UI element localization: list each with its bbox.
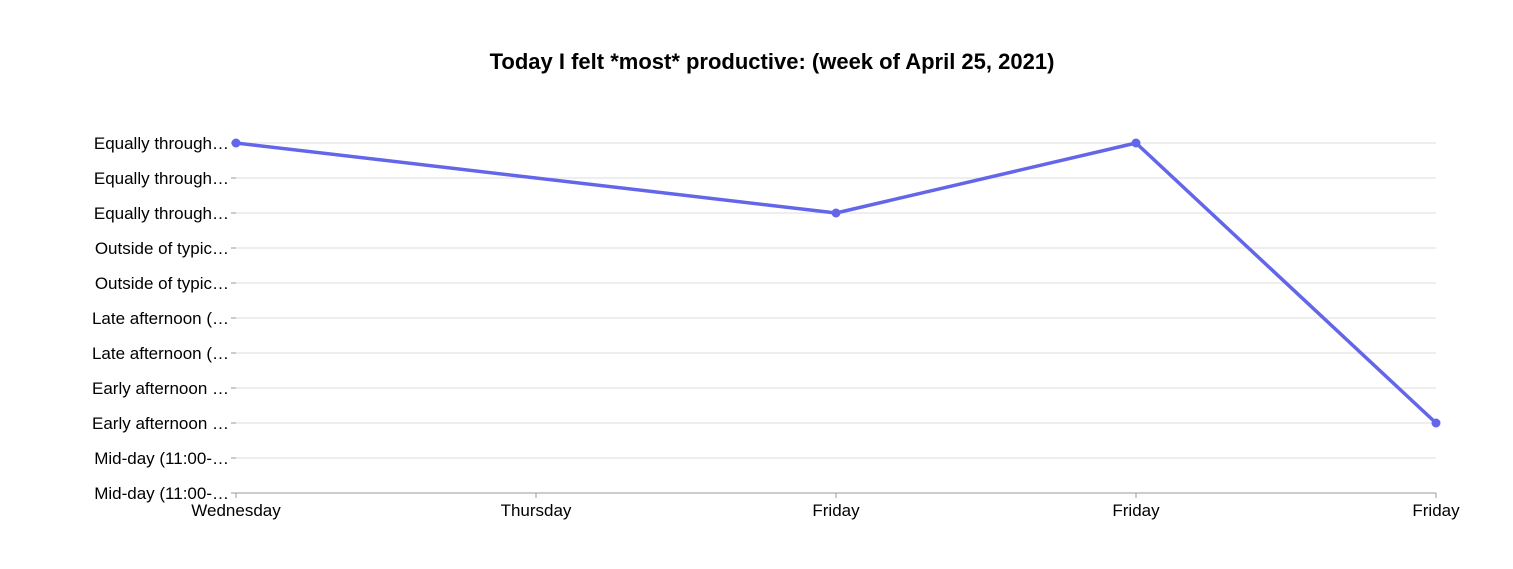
y-tick-label: Late afternoon (… bbox=[92, 309, 229, 328]
gridlines bbox=[236, 142, 1436, 459]
data-series bbox=[231, 138, 1441, 428]
y-tick-label: Mid-day (11:00-… bbox=[94, 449, 229, 468]
y-tick-label: Equally through… bbox=[94, 204, 229, 223]
series-line bbox=[235, 141, 1438, 425]
data-point[interactable] bbox=[1131, 138, 1141, 148]
x-tick-label: Thursday bbox=[501, 501, 572, 520]
x-axis-tick-labels: Wednesday Thursday Friday Friday Friday bbox=[191, 501, 1460, 520]
chart-title: Today I felt *most* productive: (week of… bbox=[490, 49, 1055, 74]
y-tick-label: Early afternoon … bbox=[92, 414, 229, 433]
y-tick-label: Late afternoon (… bbox=[92, 344, 229, 363]
data-point[interactable] bbox=[1431, 418, 1441, 428]
data-point[interactable] bbox=[231, 138, 241, 148]
x-axis bbox=[235, 492, 1437, 498]
y-tick-label: Early afternoon … bbox=[92, 379, 229, 398]
x-tick-label: Wednesday bbox=[191, 501, 281, 520]
y-tick-label: Outside of typic… bbox=[95, 274, 229, 293]
y-tick-label: Outside of typic… bbox=[95, 239, 229, 258]
x-tick-label: Friday bbox=[1412, 501, 1460, 520]
y-tick-label: Equally through… bbox=[94, 169, 229, 188]
y-tick-label: Mid-day (11:00-… bbox=[94, 484, 229, 503]
data-point[interactable] bbox=[831, 208, 841, 218]
y-axis-tick-labels: Mid-day (11:00-… Mid-day (11:00-… Early af… bbox=[92, 134, 236, 503]
y-tick-label: Equally through… bbox=[94, 134, 229, 153]
x-tick-label: Friday bbox=[1112, 501, 1160, 520]
x-tick-label: Friday bbox=[812, 501, 860, 520]
